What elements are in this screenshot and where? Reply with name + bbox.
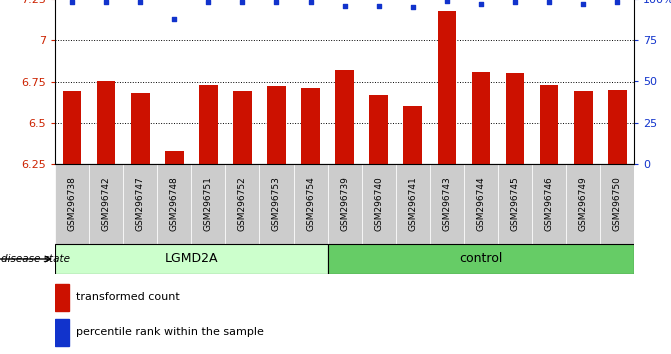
Text: LGMD2A: LGMD2A [164,252,218,266]
Point [101,0,111,5]
Point [612,0,623,5]
Bar [336,70,354,164]
Bar [157,164,191,244]
Bar [225,164,260,244]
Point [169,16,180,22]
Text: percentile rank within the sample: percentile rank within the sample [76,327,264,337]
Bar [403,106,422,164]
Point [442,0,452,4]
Text: control: control [459,252,503,266]
Bar [131,93,150,164]
Point [476,1,486,7]
Bar [55,319,69,346]
Point [305,0,316,5]
Text: GSM296752: GSM296752 [238,176,247,231]
Text: transformed count: transformed count [76,292,180,302]
Text: disease state: disease state [1,254,70,264]
Bar [506,73,525,164]
Point [203,0,213,5]
Bar [293,164,327,244]
Text: GSM296748: GSM296748 [170,176,178,231]
Text: GSM296754: GSM296754 [306,176,315,231]
Bar [539,85,558,164]
Bar [430,164,464,244]
Bar [532,164,566,244]
Point [373,3,384,8]
Point [510,0,521,5]
Bar [369,95,388,164]
Text: GSM296742: GSM296742 [101,176,111,230]
Bar [498,164,532,244]
Bar [601,164,634,244]
Bar [199,85,217,164]
Point [340,3,350,8]
Bar [55,164,89,244]
Bar [165,151,184,164]
Point [237,0,248,5]
Bar [260,164,293,244]
Point [66,0,77,5]
Text: GSM296738: GSM296738 [68,176,76,231]
Text: GSM296743: GSM296743 [442,176,452,231]
Bar [55,284,69,310]
Bar [327,164,362,244]
Bar [267,86,286,164]
Text: GSM296746: GSM296746 [545,176,554,231]
Text: GSM296745: GSM296745 [511,176,519,231]
Point [271,0,282,5]
Text: GSM296750: GSM296750 [613,176,622,231]
Bar [472,72,491,164]
Bar [191,164,225,244]
Bar [566,164,601,244]
Bar [301,88,320,164]
Text: GSM296751: GSM296751 [204,176,213,231]
Bar [89,164,123,244]
Text: GSM296747: GSM296747 [136,176,145,231]
Bar [233,91,252,164]
Text: GSM296739: GSM296739 [340,176,349,231]
Bar [327,244,634,274]
Point [544,0,554,5]
Text: GSM296740: GSM296740 [374,176,383,231]
Point [135,0,146,5]
Text: GSM296753: GSM296753 [272,176,281,231]
Point [578,1,588,7]
Text: GSM296741: GSM296741 [408,176,417,231]
Bar [123,164,157,244]
Bar [608,90,627,164]
Bar [464,164,498,244]
Bar [574,91,592,164]
Bar [62,91,81,164]
Text: GSM296749: GSM296749 [578,176,588,231]
Bar [97,81,115,164]
Bar [55,244,327,274]
Bar [437,11,456,164]
Text: GSM296744: GSM296744 [476,176,485,230]
Bar [362,164,396,244]
Bar [396,164,430,244]
Point [407,4,418,10]
